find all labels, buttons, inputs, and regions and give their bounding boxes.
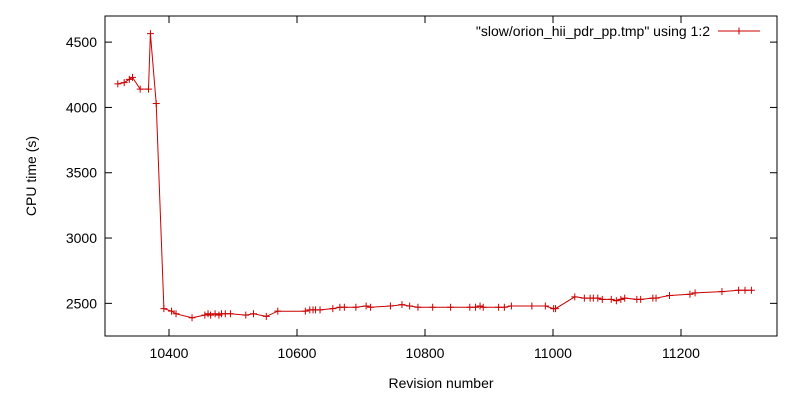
data-point: [552, 305, 560, 313]
data-point: [691, 289, 699, 297]
y-axis-label: CPU time (s): [23, 136, 39, 216]
data-point: [652, 294, 660, 302]
series-layer: [114, 30, 755, 322]
plot-frame: [104, 15, 778, 337]
data-point: [352, 303, 360, 311]
data-point: [136, 85, 144, 93]
data-point: [274, 307, 282, 315]
data-point: [479, 303, 487, 311]
data-point: [114, 80, 122, 88]
data-point: [316, 306, 324, 314]
legend-marker: [735, 27, 743, 35]
data-point: [598, 295, 606, 303]
x-tick-label: 11200: [662, 345, 700, 361]
data-point: [301, 307, 309, 315]
x-tick-label: 10600: [278, 345, 317, 361]
legend-marker-point: [735, 27, 743, 35]
series-line: [117, 33, 752, 319]
data-point: [249, 310, 257, 318]
data-point: [735, 286, 743, 294]
data-point: [226, 310, 234, 318]
data-point: [686, 290, 694, 298]
data-point: [414, 303, 422, 311]
data-point: [367, 303, 375, 311]
data-point: [211, 310, 219, 318]
data-point: [406, 302, 414, 310]
y-tick-label: 4000: [66, 99, 97, 115]
data-point: [665, 292, 673, 300]
data-point: [207, 311, 215, 319]
data-point: [145, 85, 153, 93]
data-point: [541, 302, 549, 310]
data-point: [718, 288, 726, 296]
data-point: [472, 303, 480, 311]
x-axis: 10400 10600 10800 11000 11200: [150, 16, 700, 361]
data-point: [398, 301, 406, 309]
data-point: [386, 302, 394, 310]
data-point: [146, 30, 154, 38]
data-point: [129, 73, 137, 81]
data-point: [621, 294, 629, 302]
x-tick-label: 10400: [150, 345, 189, 361]
data-point: [447, 303, 455, 311]
y-tick-label: 3000: [66, 230, 97, 246]
data-point: [340, 303, 348, 311]
data-point: [242, 311, 250, 319]
data-point: [152, 100, 160, 108]
data-point: [747, 286, 755, 294]
data-point: [168, 307, 176, 315]
x-tick-label: 11000: [534, 345, 572, 361]
y-tick-label: 4500: [66, 34, 97, 50]
data-point: [617, 295, 625, 303]
data-point: [741, 286, 749, 294]
data-point: [612, 297, 620, 305]
legend-label: "slow/orion_hii_pdr_pp.tmp" using 1:2: [476, 23, 710, 39]
x-axis-label: Revision number: [388, 375, 493, 391]
data-point: [262, 312, 270, 320]
data-point: [528, 302, 536, 310]
data-point: [188, 314, 196, 322]
data-point: [607, 295, 615, 303]
data-point: [500, 303, 508, 311]
data-point: [429, 303, 437, 311]
x-tick-label: 10800: [406, 345, 445, 361]
y-tick-label: 2500: [66, 295, 97, 311]
data-point: [362, 302, 370, 310]
legend: "slow/orion_hii_pdr_pp.tmp" using 1:2: [476, 23, 760, 39]
y-axis: 2500 3000 3500 4000 4500: [66, 34, 777, 311]
data-point: [160, 305, 168, 313]
y-tick-label: 3500: [66, 165, 97, 181]
data-point: [476, 302, 484, 310]
data-point: [172, 310, 180, 318]
data-point: [329, 305, 337, 313]
data-point: [594, 294, 602, 302]
data-point: [637, 295, 645, 303]
data-point: [571, 293, 579, 301]
data-point: [120, 79, 128, 87]
data-point: [507, 302, 515, 310]
